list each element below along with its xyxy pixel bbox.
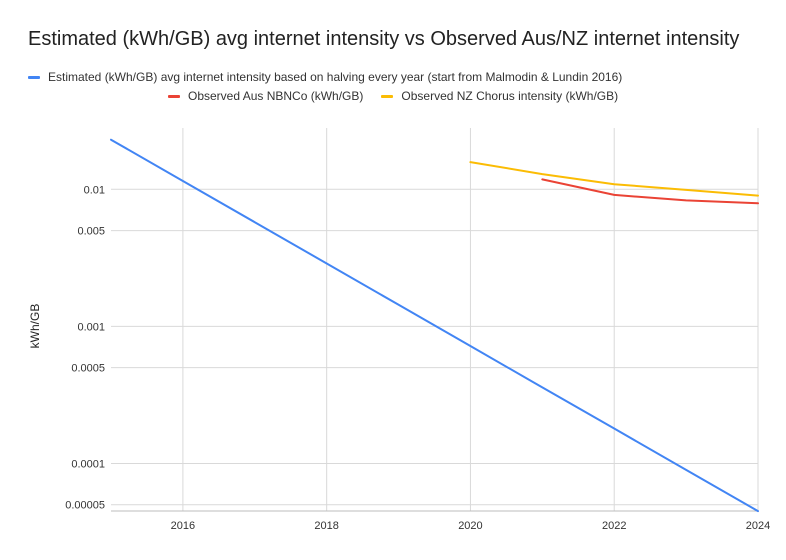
legend-row-2: Observed Aus NBNCo (kWh/GB) Observed NZ … bbox=[168, 89, 618, 103]
x-tick-label: 2016 bbox=[171, 520, 195, 532]
x-tick-label: 2022 bbox=[602, 520, 626, 532]
series-line-aus-nbnco bbox=[541, 178, 759, 205]
legend-label-aus-nbnco: Observed Aus NBNCo (kWh/GB) bbox=[188, 89, 364, 103]
series-line-estimated bbox=[110, 138, 759, 513]
y-tick-label: 0.0005 bbox=[71, 363, 105, 375]
x-tick-label: 2024 bbox=[746, 520, 770, 532]
legend-label-nz-chorus: Observed NZ Chorus intensity (kWh/GB) bbox=[401, 89, 619, 103]
legend-swatch-aus-nbnco bbox=[168, 94, 180, 98]
tick-layer: 0.00005 0.0001 0.0005 0.001 0.005 0.01 2016 201… bbox=[65, 184, 770, 532]
y-tick-label: 0.01 bbox=[84, 184, 105, 196]
y-tick-label: 0.001 bbox=[77, 321, 105, 333]
y-tick-label: 0.00005 bbox=[65, 500, 105, 512]
series-line-nz-chorus bbox=[469, 161, 759, 197]
series-layer bbox=[110, 138, 759, 513]
legend-item-estimated[interactable]: Estimated (kWh/GB) avg internet intensit… bbox=[28, 70, 622, 84]
legend-swatch-estimated bbox=[28, 75, 40, 79]
y-tick-label: 0.0001 bbox=[71, 458, 105, 470]
chart-title: Estimated (kWh/GB) avg internet intensit… bbox=[28, 28, 740, 50]
x-tick-label: 2018 bbox=[314, 520, 338, 532]
legend-label-estimated: Estimated (kWh/GB) avg internet intensit… bbox=[48, 70, 623, 84]
x-tick-label: 2020 bbox=[458, 520, 482, 532]
grid-layer bbox=[111, 128, 759, 512]
legend-row-1: Estimated (kWh/GB) avg internet intensit… bbox=[28, 70, 622, 84]
y-tick-label: 0.005 bbox=[77, 226, 105, 238]
legend-item-nz-chorus[interactable]: Observed NZ Chorus intensity (kWh/GB) bbox=[381, 89, 618, 103]
legend-swatch-nz-chorus bbox=[381, 94, 394, 98]
legend-item-aus-nbnco[interactable]: Observed Aus NBNCo (kWh/GB) bbox=[168, 89, 363, 103]
